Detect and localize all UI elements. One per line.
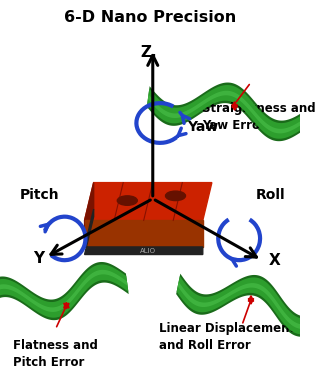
Text: Yaw: Yaw — [187, 119, 218, 134]
Polygon shape — [302, 98, 325, 141]
Text: Flatness and
Pitch Error: Flatness and Pitch Error — [13, 339, 98, 369]
Polygon shape — [84, 220, 203, 247]
Polygon shape — [147, 82, 307, 141]
Text: ALIO: ALIO — [140, 248, 156, 254]
Text: Roll: Roll — [255, 188, 285, 202]
Ellipse shape — [166, 191, 185, 201]
Text: 6-D Nano Precision: 6-D Nano Precision — [64, 10, 236, 24]
Polygon shape — [84, 183, 94, 247]
Polygon shape — [177, 276, 329, 334]
Polygon shape — [147, 85, 307, 139]
Polygon shape — [0, 265, 128, 318]
Text: Pitch: Pitch — [19, 188, 59, 202]
Polygon shape — [176, 274, 330, 337]
Polygon shape — [0, 262, 129, 320]
Text: Straightness and
Yaw Error: Straightness and Yaw Error — [202, 102, 315, 132]
Polygon shape — [178, 282, 328, 329]
Polygon shape — [84, 209, 203, 255]
Polygon shape — [322, 295, 330, 338]
Ellipse shape — [117, 196, 137, 205]
Text: Y: Y — [33, 251, 44, 266]
Polygon shape — [84, 183, 212, 220]
Text: Z.: Z. — [140, 45, 157, 60]
Polygon shape — [303, 109, 320, 130]
Polygon shape — [324, 306, 330, 327]
Polygon shape — [148, 91, 306, 133]
Text: Linear Displacement
and Roll Error: Linear Displacement and Roll Error — [159, 322, 295, 352]
Text: X: X — [268, 253, 280, 268]
Polygon shape — [0, 270, 128, 312]
